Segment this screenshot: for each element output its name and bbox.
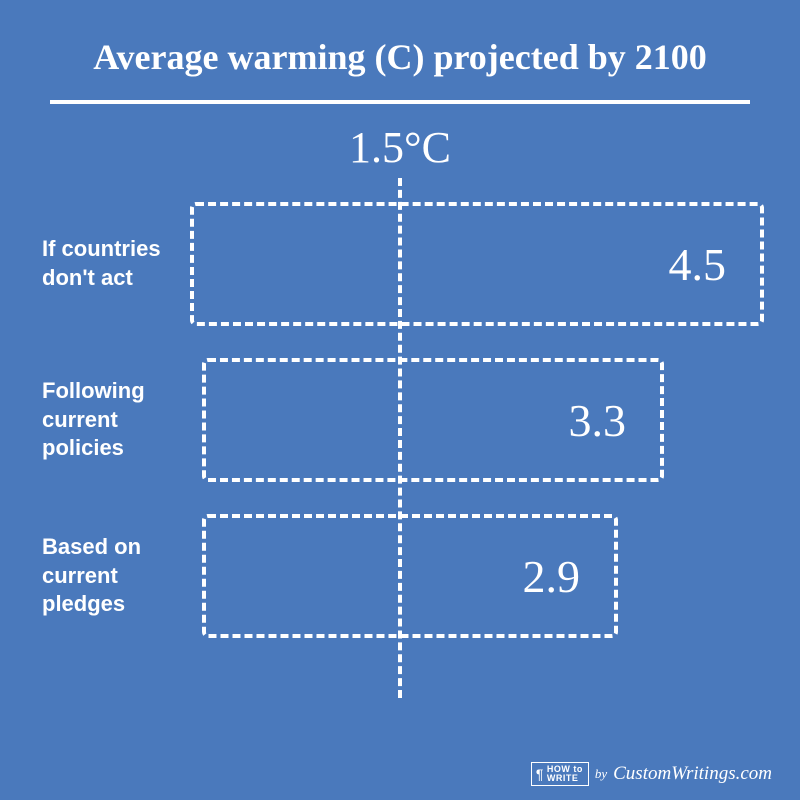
bar-label: Following current policies	[0, 377, 190, 463]
attribution-logo: ¶ HOW to WRITE	[531, 762, 589, 786]
attribution-by: by	[595, 766, 607, 782]
title-underline	[50, 100, 750, 104]
bar-label: Based on current pledges	[0, 533, 190, 619]
bar-label: If countries don't act	[0, 235, 190, 292]
bar-row: Following current policies 3.3	[0, 358, 800, 482]
bar: 2.9	[202, 514, 618, 638]
chart-area: 1.5°C If countries don't act 4.5 Followi…	[0, 122, 800, 702]
bar-value: 3.3	[569, 394, 627, 447]
bar: 4.5	[190, 202, 764, 326]
bar-value: 2.9	[523, 550, 581, 603]
bar: 3.3	[202, 358, 664, 482]
logo-line2: WRITE	[547, 774, 583, 783]
quill-icon: ¶	[536, 767, 544, 781]
bar-row: Based on current pledges 2.9	[0, 514, 800, 638]
chart-title: Average warming (C) projected by 2100	[0, 0, 800, 78]
attribution-site: CustomWritings.com	[613, 763, 772, 785]
attribution: ¶ HOW to WRITE by CustomWritings.com	[531, 762, 772, 786]
bar-row: If countries don't act 4.5	[0, 202, 800, 326]
bar-value: 4.5	[669, 238, 727, 291]
reference-label: 1.5°C	[349, 122, 451, 173]
